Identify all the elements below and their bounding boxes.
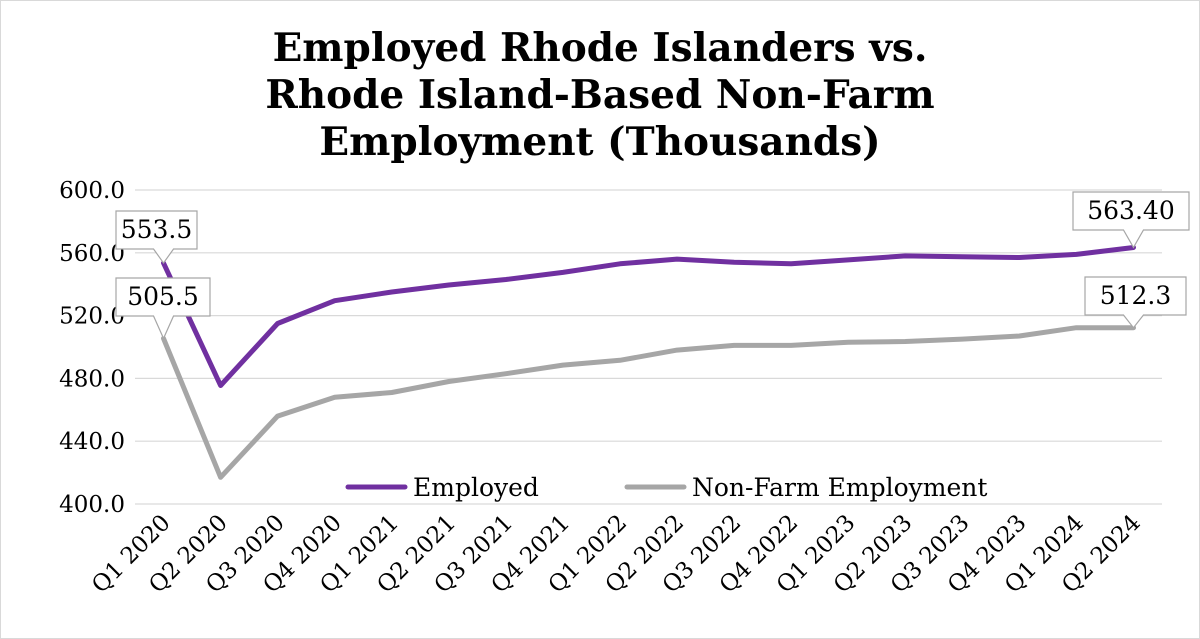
data-label-text: 563.40 [1087,196,1174,225]
legend-label: Employed [413,473,539,502]
chart-title-line-1: Employed Rhode Islanders vs. [273,25,928,71]
chart-title-line-3: Employment (Thousands) [319,119,880,165]
y-axis: 400.0 440.0 480.0 520.0 560.0 600.0 [59,178,125,518]
legend-item: Employed [345,473,539,502]
y-tick-label: 600.0 [59,178,125,204]
y-tick-label: 560.0 [59,241,125,267]
chart-title: Employed Rhode Islanders vs. Rhode Islan… [265,25,934,165]
data-label-box [1072,191,1190,249]
legend-item: Non-Farm Employment [624,473,987,502]
y-tick-label: 400.0 [59,492,125,518]
y-tick-label: 440.0 [59,429,125,455]
data-label-box [115,277,211,340]
legend-label: Non-Farm Employment [692,473,987,502]
y-tick-label: 480.0 [59,366,125,392]
data-label-box [1084,276,1187,329]
data-label-box [115,210,198,265]
data-label: 512.3 [1084,276,1187,329]
data-label: 553.5 [115,210,198,265]
data-label: 563.40 [1072,191,1190,249]
chart-title-line-2: Rhode Island-Based Non-Farm [265,72,934,118]
data-label: 505.5 [115,277,211,340]
data-label-text: 512.3 [1100,281,1172,310]
data-labels: 553.5 563.40 505.5 512.3 [115,191,1190,340]
data-label-text: 553.5 [121,215,193,244]
data-label-text: 505.5 [127,282,199,311]
series-line-non-farm-employment [161,325,1136,480]
y-tick-label: 520.0 [59,304,125,330]
series-lines [161,245,1136,480]
series-line-employed [161,245,1136,388]
legend: Employed Non-Farm Employment [345,473,987,502]
gridlines [135,189,1162,505]
